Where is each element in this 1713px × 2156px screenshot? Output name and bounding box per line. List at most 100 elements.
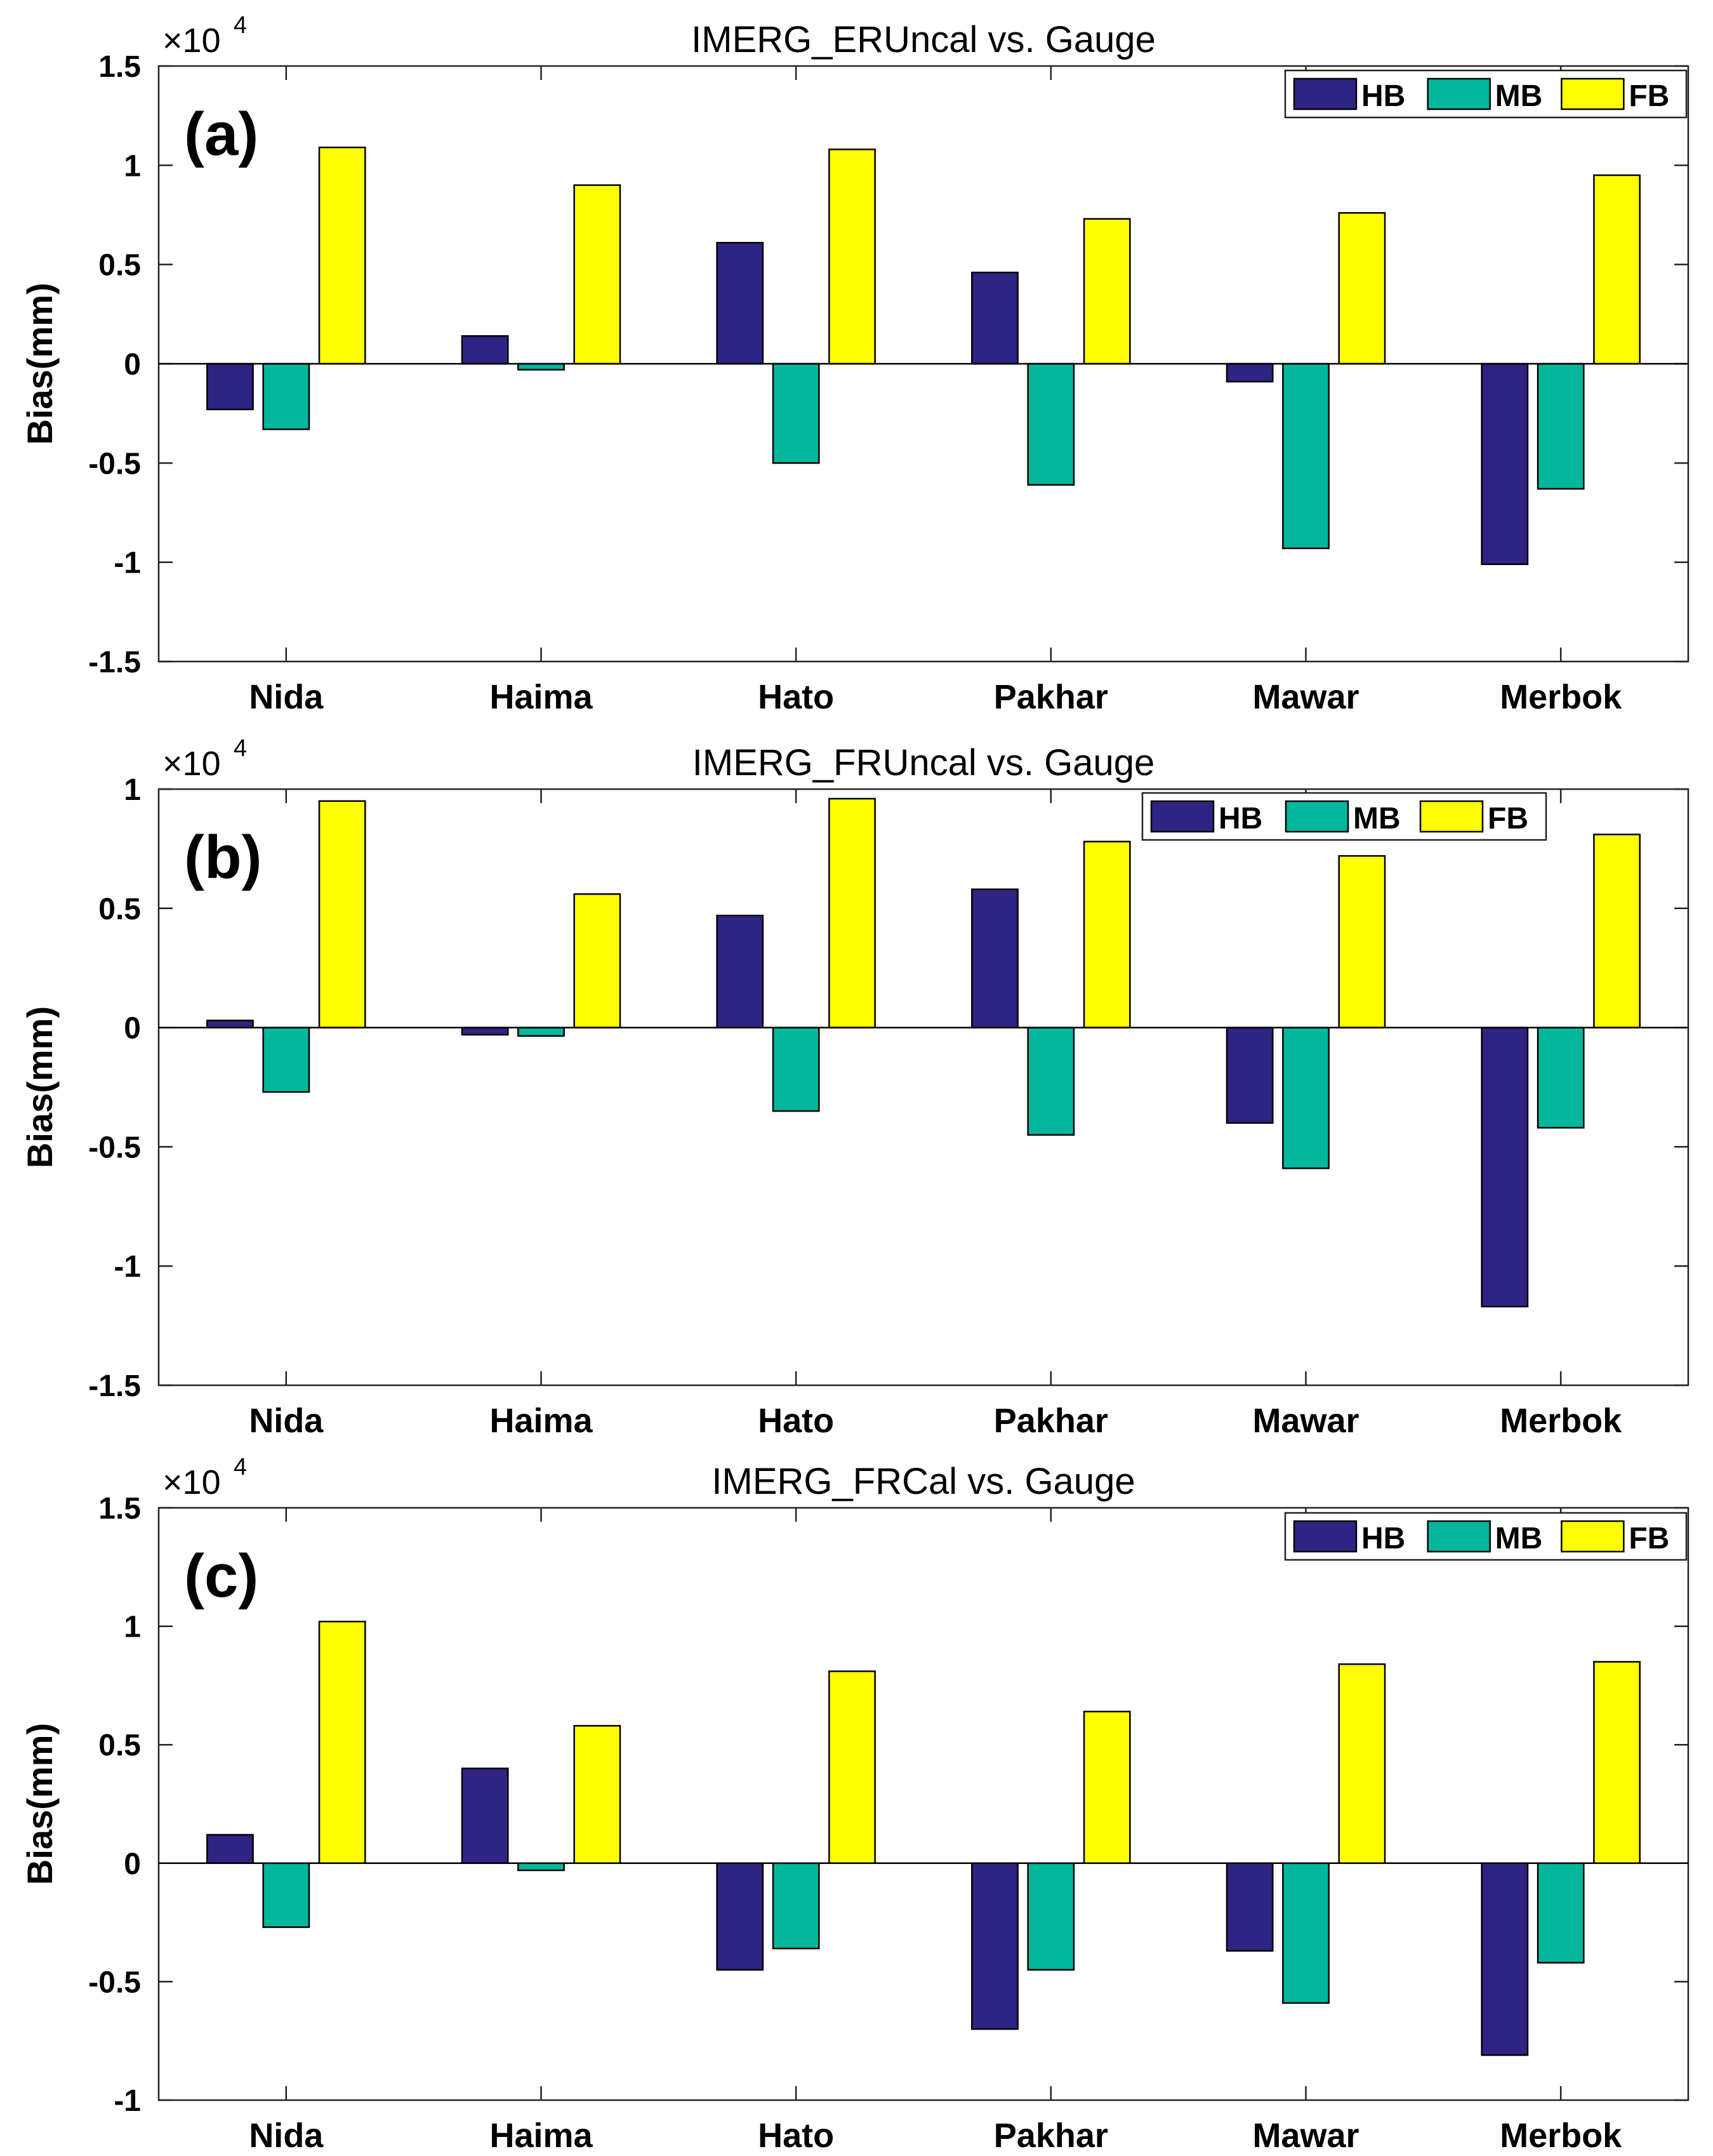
y-tick-label: 1.5 (98, 50, 141, 84)
x-tick-label: Hato (758, 2117, 834, 2155)
bar-mb-haima (517, 363, 565, 371)
y-tick-label: 1 (124, 1611, 141, 1644)
bar-fb-haima (573, 1725, 621, 1865)
bar-mb-nida (262, 1027, 310, 1093)
bar-hb-mawar (1226, 363, 1274, 383)
bar-fb-pakhar (1083, 218, 1131, 365)
bar-hb-hato (716, 1862, 764, 1971)
x-tick-label: Nida (249, 1402, 324, 1440)
bar-mb-haima (517, 1027, 565, 1037)
y-tick-label: -0.5 (88, 1131, 141, 1164)
y-tick-label: -1 (114, 2084, 141, 2118)
y-tick-label: 1 (124, 149, 141, 183)
scale-factor: ×10 (162, 1463, 221, 1501)
y-tick-label: -1.5 (88, 646, 141, 679)
x-tick-label: Mawar (1252, 1402, 1359, 1440)
y-tick-label: 0.5 (98, 249, 141, 283)
x-tick-label: Nida (249, 678, 324, 716)
bar-fb-nida (318, 146, 366, 365)
bar-fb-hato (828, 1670, 876, 1865)
legend-label-mb: MB (1495, 1522, 1543, 1555)
bar-fb-nida (318, 800, 366, 1028)
legend-label-hb: HB (1361, 1522, 1405, 1555)
bar-fb-merbok (1593, 1661, 1641, 1865)
x-tick-label: Merbok (1500, 1402, 1622, 1440)
bar-hb-merbok (1481, 1862, 1529, 2056)
bar-hb-hato (716, 914, 764, 1028)
x-tick-label: Merbok (1500, 2117, 1622, 2155)
bar-hb-hato (716, 242, 764, 365)
chart-title: IMERG_FRCal vs. Gauge (711, 1461, 1135, 1502)
y-axis-label: Bias(mm) (20, 1723, 60, 1885)
bar-mb-pakhar (1027, 1027, 1075, 1136)
bar-hb-mawar (1226, 1862, 1274, 1952)
bar-mb-nida (262, 1862, 310, 1928)
bar-fb-pakhar (1083, 841, 1131, 1028)
panel-label: (b) (184, 823, 262, 891)
scale-exponent: 4 (234, 735, 247, 762)
x-tick-label: Haima (489, 2117, 593, 2155)
bar-hb-nida (206, 1833, 254, 1865)
legend-label-hb: HB (1219, 802, 1262, 835)
legend-swatch-mb (1427, 1520, 1491, 1553)
scale-exponent: 4 (234, 12, 247, 39)
bar-mb-mawar (1282, 1027, 1330, 1169)
legend-swatch-mb (1285, 800, 1349, 833)
bar-hb-haima (461, 335, 509, 365)
legend-label-mb: MB (1353, 802, 1401, 835)
bar-hb-nida (206, 363, 254, 411)
x-tick-label: Merbok (1500, 678, 1622, 716)
legend: HB MB FB (1284, 1512, 1688, 1561)
chart-panel-1: -1.5 -1 -0.5 0 0.5 1 1.5 Nida Haima Hato Pakhar Maw… (20, 12, 1690, 716)
legend-swatch-fb (1561, 77, 1625, 110)
chart-title: IMERG_FRUncal vs. Gauge (692, 742, 1154, 783)
legend: HB MB FB (1284, 69, 1688, 119)
x-tick-label: Pakhar (994, 1402, 1108, 1440)
legend-swatch-hb (1150, 800, 1215, 833)
bar-fb-mawar (1338, 855, 1386, 1028)
bar-mb-hato (772, 1027, 820, 1112)
bar-fb-nida (318, 1620, 366, 1865)
bar-fb-mawar (1338, 212, 1386, 365)
bar-mb-mawar (1282, 363, 1330, 550)
panel-label: (c) (184, 1542, 258, 1610)
bar-hb-pakhar (971, 888, 1019, 1028)
legend-swatch-hb (1293, 77, 1358, 110)
bar-mb-nida (262, 363, 310, 430)
bar-fb-hato (828, 149, 876, 365)
bar-fb-merbok (1593, 174, 1641, 365)
scale-factor: ×10 (162, 745, 221, 783)
y-tick-label: -0.5 (88, 447, 141, 481)
bar-hb-haima (461, 1767, 509, 1865)
bar-mb-haima (517, 1862, 565, 1872)
bar-fb-merbok (1593, 834, 1641, 1028)
legend-swatch-hb (1293, 1520, 1358, 1553)
x-tick-label: Haima (489, 678, 593, 716)
panel-label: (a) (184, 100, 258, 168)
bar-hb-merbok (1481, 363, 1529, 566)
bar-hb-nida (206, 1020, 254, 1028)
bar-mb-pakhar (1027, 1862, 1075, 1971)
y-tick-label: 0 (124, 348, 141, 382)
plot-area (157, 1507, 1690, 2101)
x-tick-label: Hato (758, 678, 834, 716)
bar-fb-haima (573, 893, 621, 1028)
y-tick-label: -0.5 (88, 1966, 141, 1999)
x-tick-label: Hato (758, 1402, 834, 1440)
bar-fb-mawar (1338, 1663, 1386, 1865)
chart-panel-3: -1 -0.5 0 0.5 1 1.5 Nida Haima Hato Pakhar Mawar Me… (20, 1454, 1690, 2155)
bar-hb-haima (461, 1027, 509, 1036)
legend-swatch-mb (1427, 77, 1491, 110)
bar-hb-pakhar (971, 1862, 1019, 2030)
x-tick-label: Haima (489, 1402, 593, 1440)
bar-mb-mawar (1282, 1862, 1330, 2004)
y-tick-label: -1.5 (88, 1369, 141, 1403)
legend-label-mb: MB (1495, 79, 1543, 113)
x-tick-label: Mawar (1252, 678, 1359, 716)
y-axis-label: Bias(mm) (20, 283, 60, 444)
y-tick-label: 0.5 (98, 1729, 141, 1762)
bar-fb-hato (828, 797, 876, 1028)
y-tick-label: -1 (114, 1250, 141, 1284)
bar-hb-pakhar (971, 271, 1019, 365)
legend: HB MB FB (1141, 792, 1547, 841)
